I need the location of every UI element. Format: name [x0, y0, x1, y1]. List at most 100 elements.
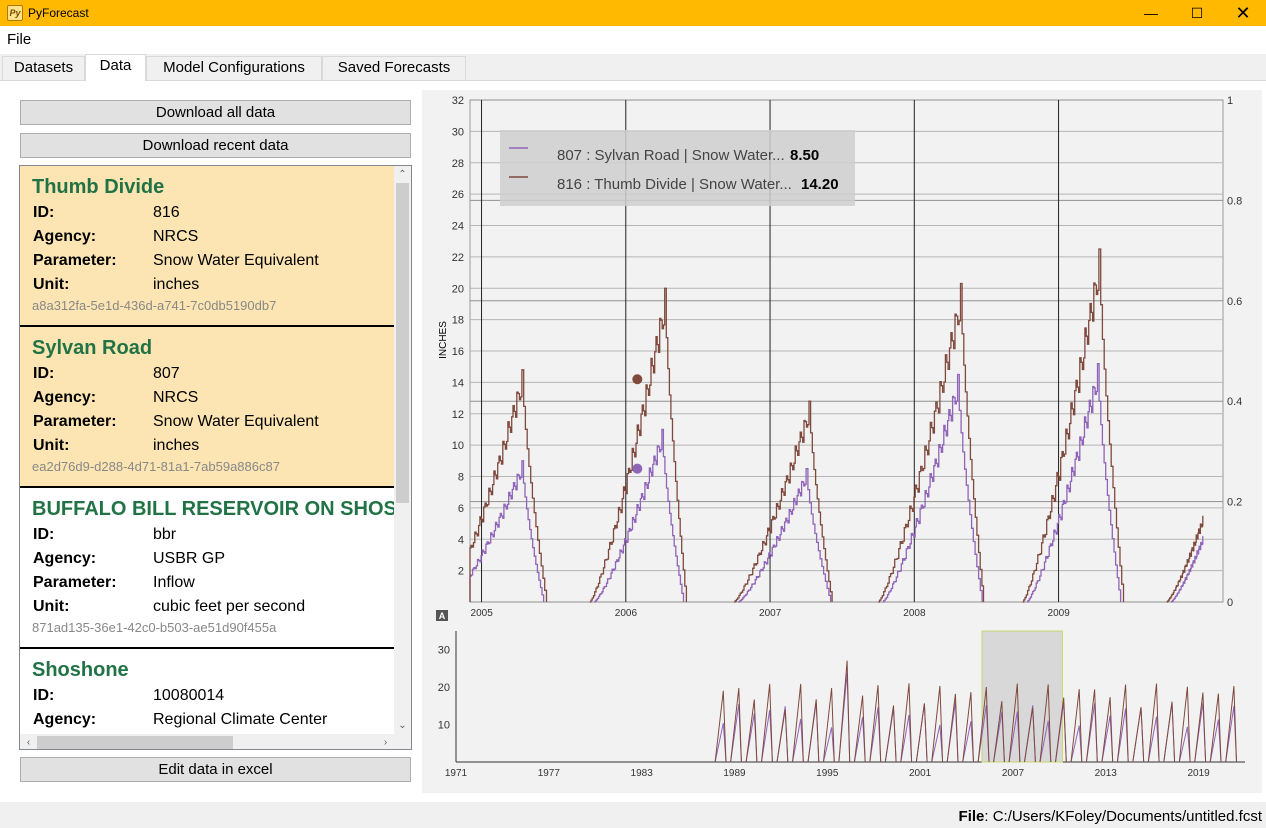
tab-datasets[interactable]: Datasets: [2, 56, 85, 80]
overview-x-tick-label: 2019: [1187, 768, 1210, 779]
y-tick-label: 8: [458, 472, 464, 484]
tab-data[interactable]: Data: [85, 54, 146, 81]
y-tick-label: 2: [458, 566, 464, 578]
dataset-name: Thumb Divide: [32, 176, 165, 198]
y-tick-label: 30: [452, 126, 464, 138]
maximize-button[interactable]: ☐: [1190, 5, 1204, 21]
overview-x-tick-label: 1983: [631, 768, 654, 779]
id-value: 807: [153, 365, 180, 382]
dataset-card[interactable]: Shoshone ID: 10080014 Agency: Regional C…: [20, 649, 394, 749]
x-tick-label: 2009: [1048, 608, 1071, 619]
series-line: [1170, 536, 1204, 603]
y-tick-label: 20: [452, 283, 464, 295]
minimize-button[interactable]: —: [1144, 5, 1158, 21]
horizontal-scroll-thumb[interactable]: [37, 736, 233, 749]
y-tick-label: 26: [452, 189, 464, 201]
scroll-up-icon[interactable]: ⌃: [398, 169, 407, 180]
unit-value: cubic feet per second: [153, 598, 306, 615]
unit-label: Unit:: [33, 276, 70, 293]
status-file-path: File: C:/Users/KFoley/Documents/untitled…: [959, 808, 1262, 825]
agency-value: USBR GP: [153, 550, 226, 567]
vertical-scrollbar[interactable]: ⌃ ⌄: [394, 166, 411, 734]
y2-tick-label: 0: [1227, 597, 1233, 609]
y-tick-label: 10: [452, 440, 464, 452]
overview-y-tick-label: 30: [438, 645, 450, 657]
series-line: [1022, 248, 1125, 603]
dataset-name: BUFFALO BILL RESERVOIR ON SHOSHONE: [32, 498, 394, 520]
overview-x-tick-label: 2001: [909, 768, 932, 779]
hover-point: [632, 374, 643, 385]
scroll-down-icon[interactable]: ⌄: [398, 720, 407, 731]
window-title: PyForecast: [28, 6, 89, 20]
tab-model-configurations[interactable]: Model Configurations: [146, 56, 322, 80]
y2-tick-label: 1: [1227, 95, 1233, 107]
id-value: 816: [153, 204, 180, 221]
parameter-label: Parameter:: [33, 413, 117, 430]
dataset-card[interactable]: Thumb Divide ID: 816 Agency: NRCS Parame…: [20, 166, 394, 327]
scrollbar-corner: [394, 734, 411, 749]
id-value: bbr: [153, 526, 177, 543]
unit-label: Unit:: [33, 598, 70, 615]
menu-bar: File: [0, 26, 1266, 54]
legend-label-sylvan: 807 : Sylvan Road | Snow Water...: [557, 147, 785, 164]
status-bar: File: C:/Users/KFoley/Documents/untitled…: [0, 802, 1266, 828]
tab-saved-forecasts[interactable]: Saved Forecasts: [322, 56, 466, 80]
dataset-name: Sylvan Road: [32, 337, 153, 359]
agency-label: Agency:: [33, 550, 97, 567]
menu-file[interactable]: File: [7, 31, 32, 48]
dataset-card[interactable]: Sylvan Road ID: 807 Agency: NRCS Paramet…: [20, 327, 394, 488]
dataset-guid: ea2d76d9-d288-4d71-81a1-7ab59a886c87: [32, 459, 280, 474]
status-file-label: File: [958, 808, 985, 825]
y-tick-label: 32: [452, 95, 464, 107]
id-label: ID:: [33, 687, 55, 704]
overview-x-tick-label: 1995: [816, 768, 839, 779]
auto-scale-icon: A: [439, 611, 446, 621]
chart-panel: 2 4 6 8 10 12 14 16 18 20 22 24 26 28 30 32 0 0.2 0.4 0.6 0…: [422, 90, 1262, 793]
y-axis-label: INCHES: [438, 321, 449, 359]
y2-tick-label: 0.2: [1227, 497, 1242, 509]
download-recent-button[interactable]: Download recent data: [20, 133, 411, 158]
x-tick-label: 2007: [759, 608, 782, 619]
dataset-guid: a8a312fa-5e1d-436d-a741-7c0db5190db7: [32, 298, 277, 313]
series-line: [738, 468, 832, 603]
agency-label: Agency:: [33, 228, 97, 245]
vertical-scroll-thumb[interactable]: [396, 183, 409, 503]
id-label: ID:: [33, 526, 55, 543]
horizontal-scrollbar[interactable]: ‹ ›: [20, 734, 394, 749]
legend-box: [500, 130, 855, 206]
dataset-name: Shoshone: [32, 659, 129, 681]
dataset-list[interactable]: Thumb Divide ID: 816 Agency: NRCS Parame…: [19, 165, 412, 750]
y2-tick-label: 0.6: [1227, 296, 1242, 308]
agency-label: Agency:: [33, 711, 97, 728]
auto-scale-button[interactable]: [436, 610, 448, 621]
series-line: [589, 287, 688, 603]
download-all-button[interactable]: Download all data: [20, 100, 411, 125]
y2-tick-label: 0.8: [1227, 195, 1242, 207]
close-button[interactable]: ✕: [1235, 3, 1251, 23]
dataset-card[interactable]: BUFFALO BILL RESERVOIR ON SHOSHONE ID: b…: [20, 488, 394, 649]
overview-x-tick-label: 1977: [538, 768, 561, 779]
overview-y-tick-label: 20: [438, 682, 450, 694]
overview-x-tick-label: 2007: [1002, 768, 1025, 779]
parameter-value: Snow Water Equivalent: [153, 413, 319, 430]
y-tick-label: 12: [452, 409, 464, 421]
series-line: [1166, 515, 1204, 603]
app-icon: Py: [7, 5, 23, 21]
id-label: ID:: [33, 204, 55, 221]
edit-in-excel-button[interactable]: Edit data in excel: [20, 757, 411, 782]
x-tick-label: 2008: [903, 608, 926, 619]
legend-label-thumb: 816 : Thumb Divide | Snow Water...: [557, 176, 792, 193]
scroll-right-icon[interactable]: ›: [383, 737, 388, 748]
x-tick-label: 2006: [615, 608, 638, 619]
tab-bar: Datasets Data Model Configurations Saved…: [0, 54, 1266, 81]
y-tick-label: 4: [458, 534, 464, 546]
unit-value: inches: [153, 276, 200, 293]
id-value: 10080014: [153, 687, 225, 704]
scroll-left-icon[interactable]: ‹: [26, 737, 31, 748]
legend-value-sylvan: 8.50: [790, 147, 819, 164]
overview-x-tick-label: 1989: [723, 768, 746, 779]
series-line: [878, 282, 985, 603]
parameter-value: Inflow: [153, 574, 195, 591]
dataset-guid: 871ad135-36e1-42c0-b503-ae51d90f455a: [32, 620, 277, 635]
